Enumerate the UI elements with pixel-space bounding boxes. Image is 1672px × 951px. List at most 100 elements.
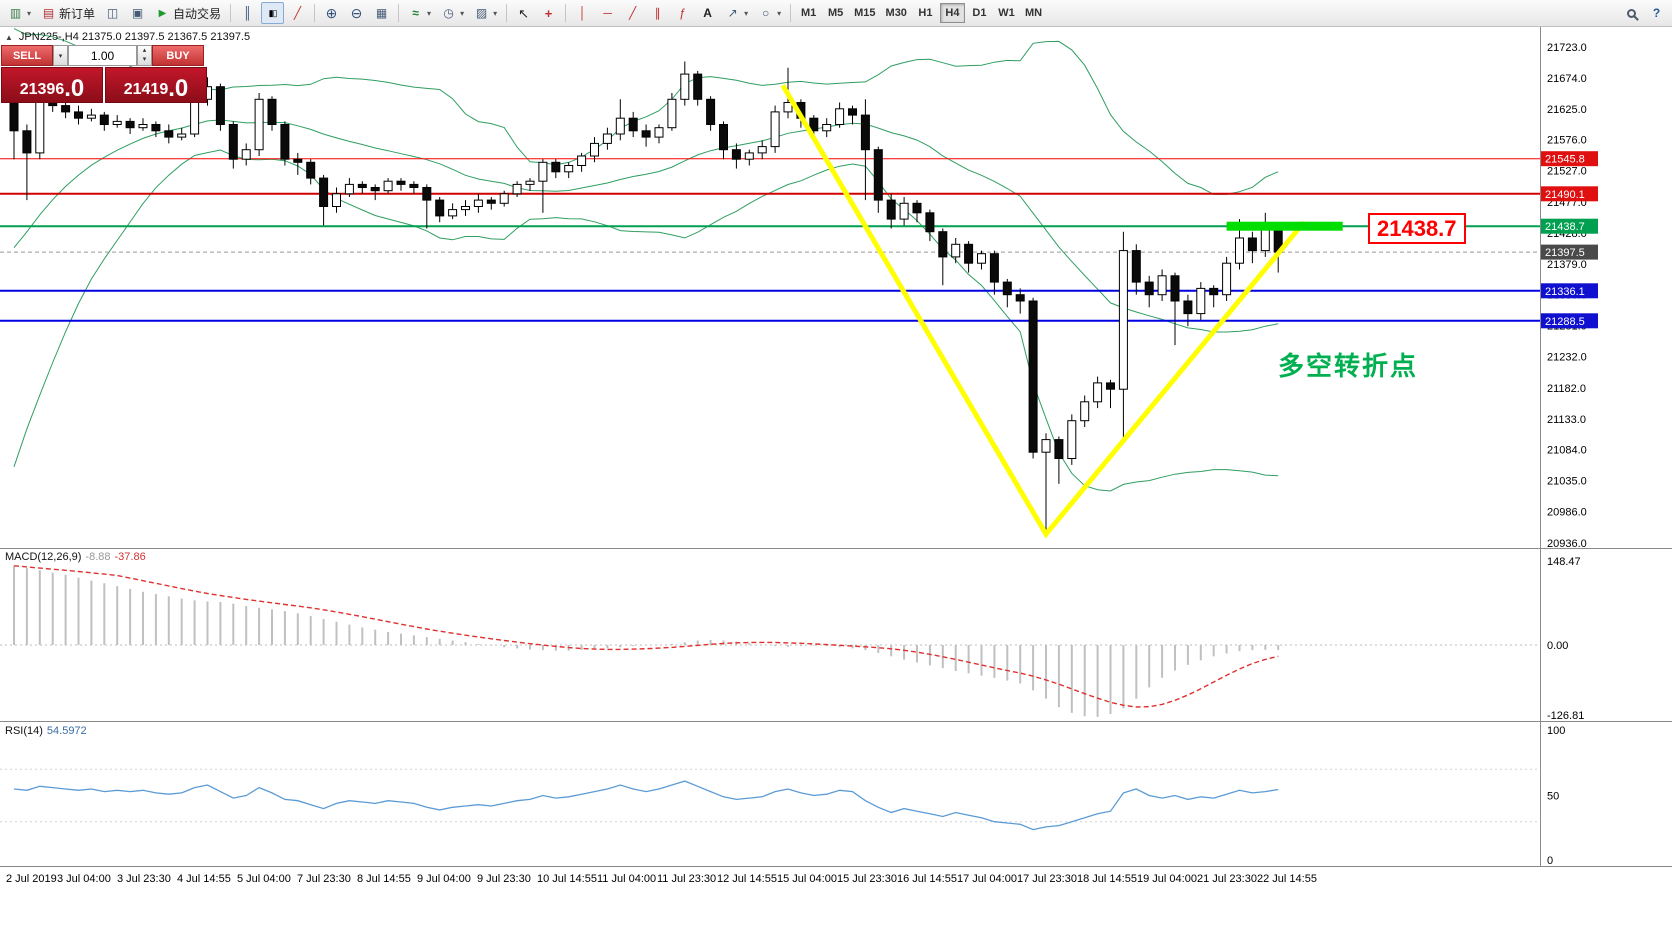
price-chart-svg[interactable]: 21723.021674.021625.021576.021527.021477… [0,27,1672,550]
volume-spinner[interactable]: ▴ ▾ [137,45,152,66]
cursor-button[interactable]: ↖ [512,2,535,24]
tile-windows-button[interactable]: ▦ [370,2,393,24]
buy-button[interactable]: BUY [152,45,204,66]
search-button[interactable] [1620,2,1643,24]
spinner-up-icon[interactable]: ▴ [142,47,147,54]
new-chart-button[interactable]: ▥ ▾ [4,2,35,24]
autotrade-button-label: 自动交易 [173,6,222,21]
text-icon: A [703,5,712,20]
sell-button[interactable]: SELL [1,45,53,66]
svg-text:21035.0: 21035.0 [1547,476,1587,488]
indicators-icon: ≈ [412,5,419,20]
timeframe-mn-button[interactable]: MN [1021,3,1046,23]
autotrade-button[interactable]: ▶ 自动交易 [151,2,225,24]
svg-text:148.47: 148.47 [1547,556,1581,568]
dropdown-caret-icon: ▾ [493,8,498,18]
panel-separator[interactable] [0,721,1672,722]
toolbar-separator [790,4,792,22]
panel-separator[interactable] [0,548,1672,549]
text-label-button[interactable]: A [696,2,719,24]
new-order-button-label: 新订单 [59,6,96,21]
crosshair-icon: + [544,5,553,21]
time-axis[interactable]: 2 Jul 2019 3 Jul 04:00 3 Jul 23:30 4 Jul 14… [0,866,1672,951]
sell-price[interactable]: 21396.0 [1,67,103,103]
time-label: 5 Jul 04:00 [237,873,291,885]
line-chart-type-button[interactable]: ╱ [286,2,309,24]
bar-chart-type-button[interactable]: ║ [236,2,259,24]
vertical-line-button[interactable]: │ [571,2,594,24]
crosshair-button[interactable]: + [537,2,560,24]
cursor-icon: ↖ [518,5,530,21]
time-label: 4 Jul 14:55 [177,873,231,885]
sell-price-main: 21396 [19,81,65,98]
order-type-dropdown[interactable]: ▾ [53,45,68,66]
volume-input[interactable] [69,46,136,65]
help-button[interactable]: ? [1645,2,1668,24]
zoom-out-button[interactable]: ⊖ [345,2,368,24]
svg-text:21379.0: 21379.0 [1547,259,1587,271]
timeframe-m15-button[interactable]: M15 [850,3,879,23]
rsi-svg[interactable]: 100 50 0 [0,722,1672,867]
timeframe-h4-button[interactable]: H4 [939,3,965,23]
channel-button[interactable]: ∥ [646,2,669,24]
timeframe-w1-button[interactable]: W1 [994,3,1019,23]
zoom-in-icon: ⊕ [325,4,338,21]
shapes-button[interactable]: ○ ▾ [754,2,785,24]
clock-icon: ◷ [443,5,454,20]
vline-icon: │ [578,5,587,20]
channel-icon: ∥ [654,5,661,20]
rsi-value: 54.5972 [46,725,87,737]
macd-value-signal: -37.86 [114,551,146,563]
macd-indicator-label: MACD(12,26,9) -8.88 -37.86 [5,551,146,563]
timeframe-d1-button[interactable]: D1 [967,3,992,23]
trendline-icon: ╱ [628,5,637,20]
fibonacci-button[interactable]: ƒ [671,2,694,24]
trendline-button[interactable]: ╱ [621,2,644,24]
arrows-icon: ↗ [727,5,738,20]
indicators-button[interactable]: ≈ ▾ [404,2,435,24]
periods-button[interactable]: ◷ ▾ [437,2,468,24]
ohlc-bars-icon: ║ [243,5,252,20]
arrows-button[interactable]: ↗ ▾ [721,2,752,24]
buy-price[interactable]: 21419.0 [105,67,207,103]
chart-window-button[interactable]: ◫ [101,2,124,24]
svg-text:21490.1: 21490.1 [1545,189,1585,201]
zoom-out-icon: ⊖ [350,4,363,21]
toolbar-separator [230,4,232,22]
profiles-icon: ▣ [131,5,144,20]
time-label: 7 Jul 23:30 [297,873,351,885]
autotrade-play-icon: ▶ [158,7,167,19]
new-order-button[interactable]: ▤ 新订单 [37,2,99,24]
horizontal-line-button[interactable]: ─ [596,2,619,24]
candles-icon: ▮▯ [268,7,278,18]
macd-value-main: -8.88 [85,551,111,563]
candlestick-type-button[interactable]: ▮▯ [261,2,285,24]
svg-text:21625.0: 21625.0 [1547,104,1587,116]
collapse-panel-icon[interactable]: ▲ [5,32,13,42]
spinner-down-icon[interactable]: ▾ [142,56,147,63]
timeframe-m5-button[interactable]: M5 [823,3,848,23]
macd-panel-canvas[interactable]: 148.47 0.00 -126.81 [0,549,1672,722]
time-label: 8 Jul 14:55 [357,873,411,885]
rsi-panel-canvas[interactable]: 100 50 0 [0,722,1672,867]
svg-text:21232.0: 21232.0 [1547,351,1587,363]
timeframe-m1-button[interactable]: M1 [796,3,821,23]
fibo-icon: ƒ [679,5,686,20]
turning-point-annotation[interactable]: 多空转折点 [1278,351,1419,381]
svg-text:21545.8: 21545.8 [1545,154,1585,166]
timeframe-m30-button[interactable]: M30 [882,3,911,23]
svg-text:0.00: 0.00 [1547,640,1568,652]
price-callout-label[interactable]: 21438.7 [1368,213,1466,244]
templates-button[interactable]: ▨ ▾ [470,2,501,24]
shapes-icon: ○ [761,5,770,20]
timeframe-h1-button[interactable]: H1 [913,3,938,23]
toolbar-separator [314,4,316,22]
buy-price-main: 21419 [123,81,169,98]
macd-svg[interactable]: 148.47 0.00 -126.81 [0,549,1672,722]
sell-price-frac: .0 [64,75,85,102]
time-label: 17 Jul 04:00 [957,873,1017,885]
profiles-button[interactable]: ▣ [126,2,149,24]
time-label: 18 Jul 14:55 [1077,873,1137,885]
price-chart-canvas[interactable]: 21723.0 21674.0 21625.0 21576.0 21527.0 21477… [0,27,1672,550]
zoom-in-button[interactable]: ⊕ [320,2,343,24]
